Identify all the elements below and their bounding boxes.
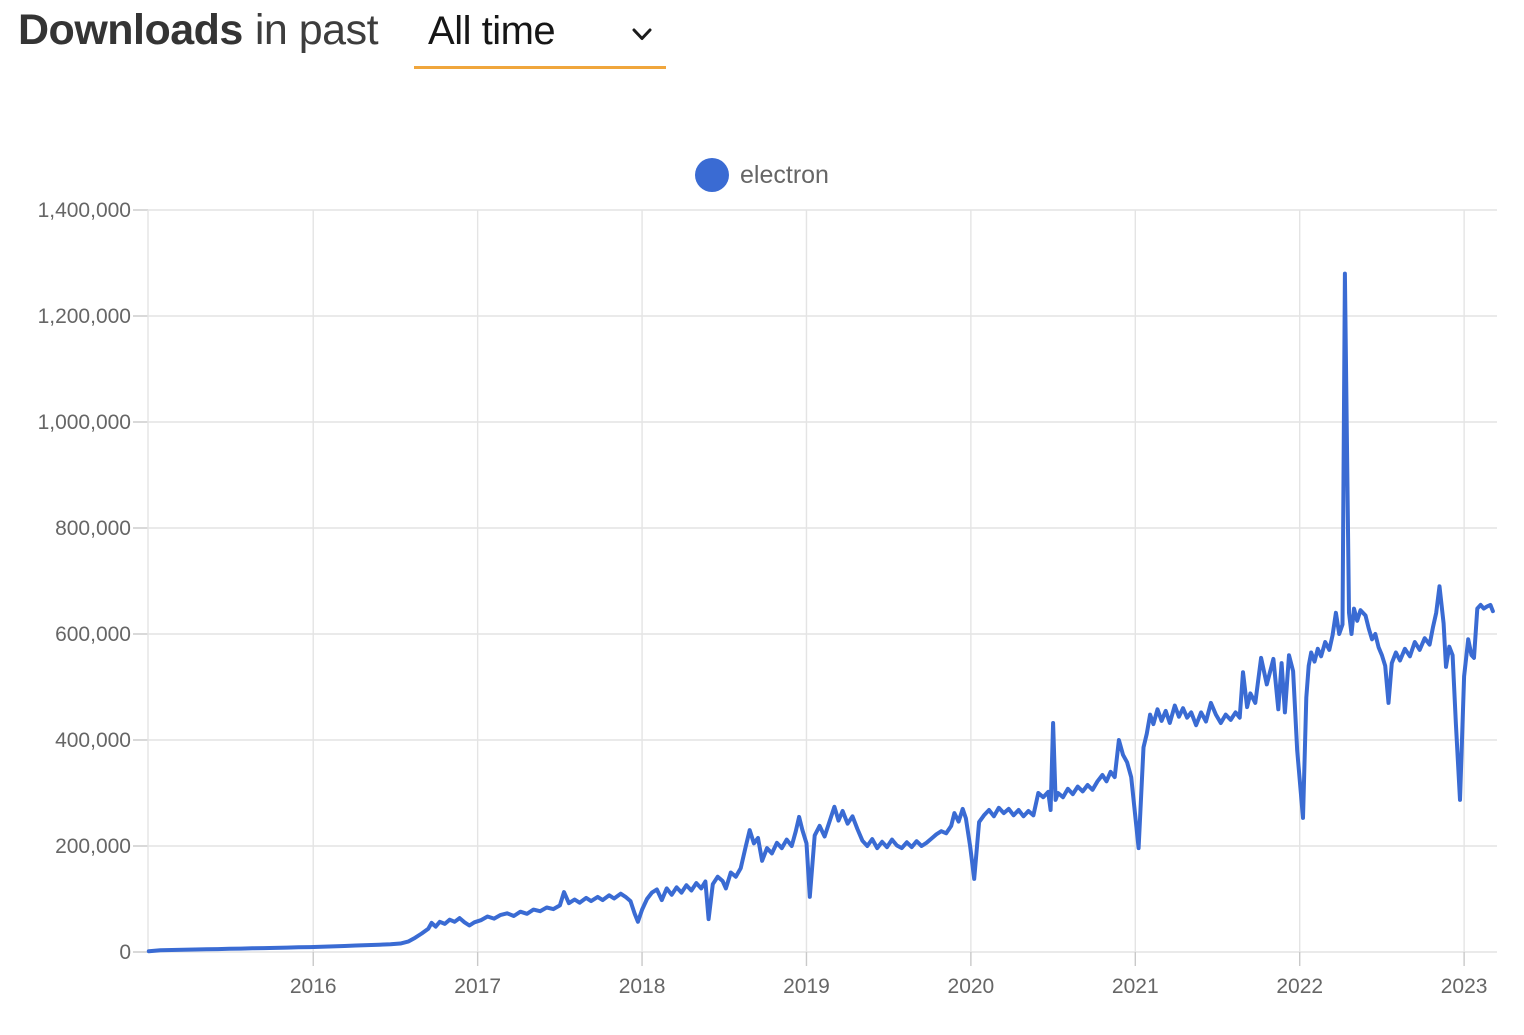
y-tick-label: 800,000 bbox=[55, 517, 131, 540]
y-tick-label: 1,400,000 bbox=[38, 199, 131, 222]
y-tick-label: 400,000 bbox=[55, 729, 131, 752]
y-tick-label: 200,000 bbox=[55, 835, 131, 858]
y-tick-label: 0 bbox=[119, 941, 131, 964]
chevron-down-icon bbox=[632, 28, 652, 40]
page-title-suffix: in past bbox=[254, 6, 379, 54]
chart-legend: electron bbox=[0, 158, 1524, 192]
y-tick-label: 600,000 bbox=[55, 623, 131, 646]
x-tick-label: 2021 bbox=[1112, 975, 1159, 998]
chart-header: Downloads in past All time bbox=[18, 6, 667, 69]
series-line-electron[interactable] bbox=[146, 271, 1495, 954]
legend-label-electron: electron bbox=[740, 160, 829, 189]
time-range-select[interactable]: All time bbox=[414, 9, 667, 69]
x-tick-label: 2016 bbox=[290, 975, 337, 998]
legend-swatch-electron[interactable] bbox=[695, 158, 730, 192]
y-tick-label: 1,000,000 bbox=[38, 411, 131, 434]
x-tick-label: 2019 bbox=[783, 975, 830, 998]
time-range-value: All time bbox=[428, 9, 556, 53]
x-tick-label: 2023 bbox=[1441, 975, 1488, 998]
x-tick-label: 2018 bbox=[619, 975, 666, 998]
page-title: Downloads bbox=[18, 6, 243, 54]
x-tick-label: 2017 bbox=[454, 975, 501, 998]
x-tick-label: 2022 bbox=[1276, 975, 1323, 998]
y-tick-label: 1,200,000 bbox=[38, 305, 131, 328]
x-tick-label: 2020 bbox=[948, 975, 995, 998]
